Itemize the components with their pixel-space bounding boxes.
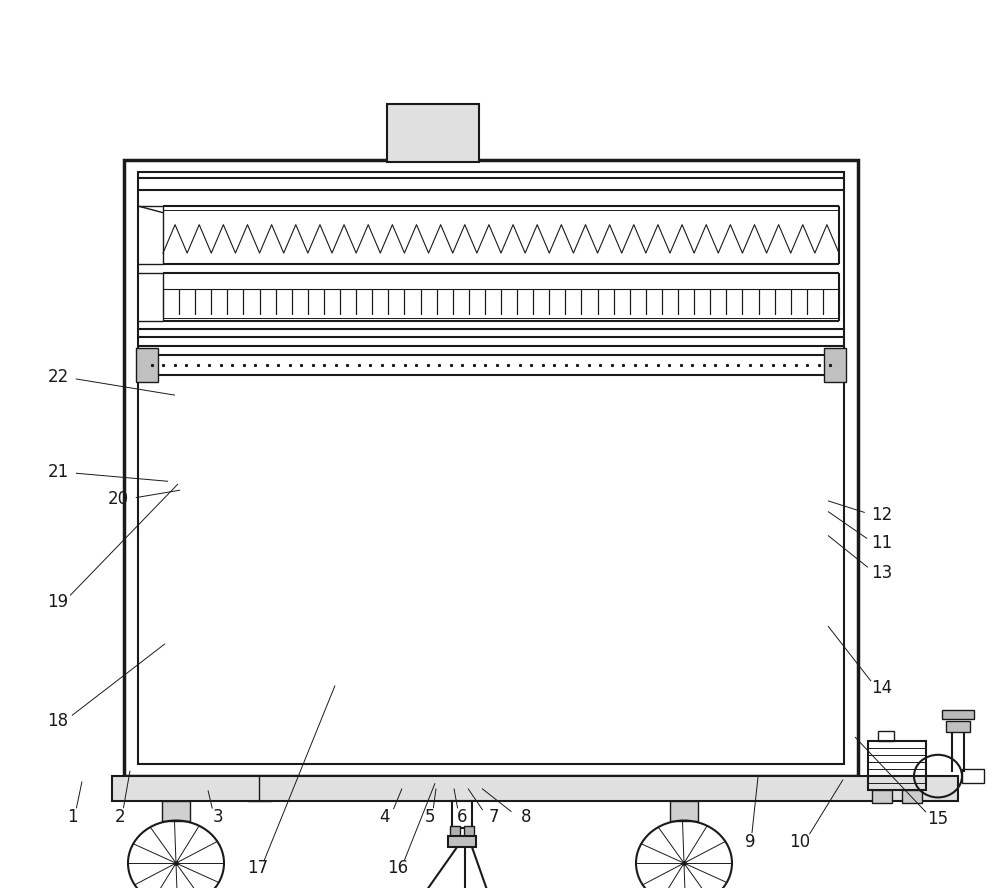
Text: 19: 19: [47, 593, 69, 611]
Text: 3: 3: [213, 808, 223, 826]
Text: 22: 22: [47, 369, 69, 386]
Bar: [452, 801, 472, 828]
Bar: [464, 826, 474, 838]
Text: 4: 4: [380, 808, 390, 826]
Text: 15: 15: [927, 810, 949, 828]
Bar: [387, 104, 479, 162]
Bar: [878, 731, 894, 741]
Bar: [138, 172, 844, 764]
Bar: [902, 790, 922, 803]
Bar: [112, 776, 958, 801]
Bar: [670, 801, 698, 821]
Text: 20: 20: [107, 490, 129, 508]
Text: 14: 14: [871, 679, 893, 697]
Text: 16: 16: [387, 860, 409, 877]
Bar: [146, 355, 836, 375]
Bar: [136, 348, 158, 382]
Text: 21: 21: [47, 464, 69, 481]
Bar: [162, 801, 190, 821]
Bar: [450, 826, 460, 838]
Bar: [942, 710, 974, 719]
Text: 9: 9: [745, 833, 755, 851]
Bar: [962, 769, 984, 783]
Text: 18: 18: [47, 712, 69, 730]
Text: 6: 6: [457, 808, 467, 826]
Bar: [868, 741, 926, 790]
Text: 5: 5: [425, 808, 435, 826]
Text: 7: 7: [489, 808, 499, 826]
Text: 8: 8: [521, 808, 531, 826]
Bar: [448, 836, 476, 847]
Text: 12: 12: [871, 506, 893, 524]
Bar: [946, 721, 970, 732]
Text: 1: 1: [67, 808, 77, 826]
Bar: [824, 348, 846, 382]
Text: 17: 17: [247, 860, 269, 877]
Text: 2: 2: [115, 808, 125, 826]
Bar: [124, 160, 858, 776]
Bar: [872, 790, 892, 803]
Text: 10: 10: [789, 833, 811, 851]
Text: 13: 13: [871, 564, 893, 582]
Text: 11: 11: [871, 535, 893, 552]
